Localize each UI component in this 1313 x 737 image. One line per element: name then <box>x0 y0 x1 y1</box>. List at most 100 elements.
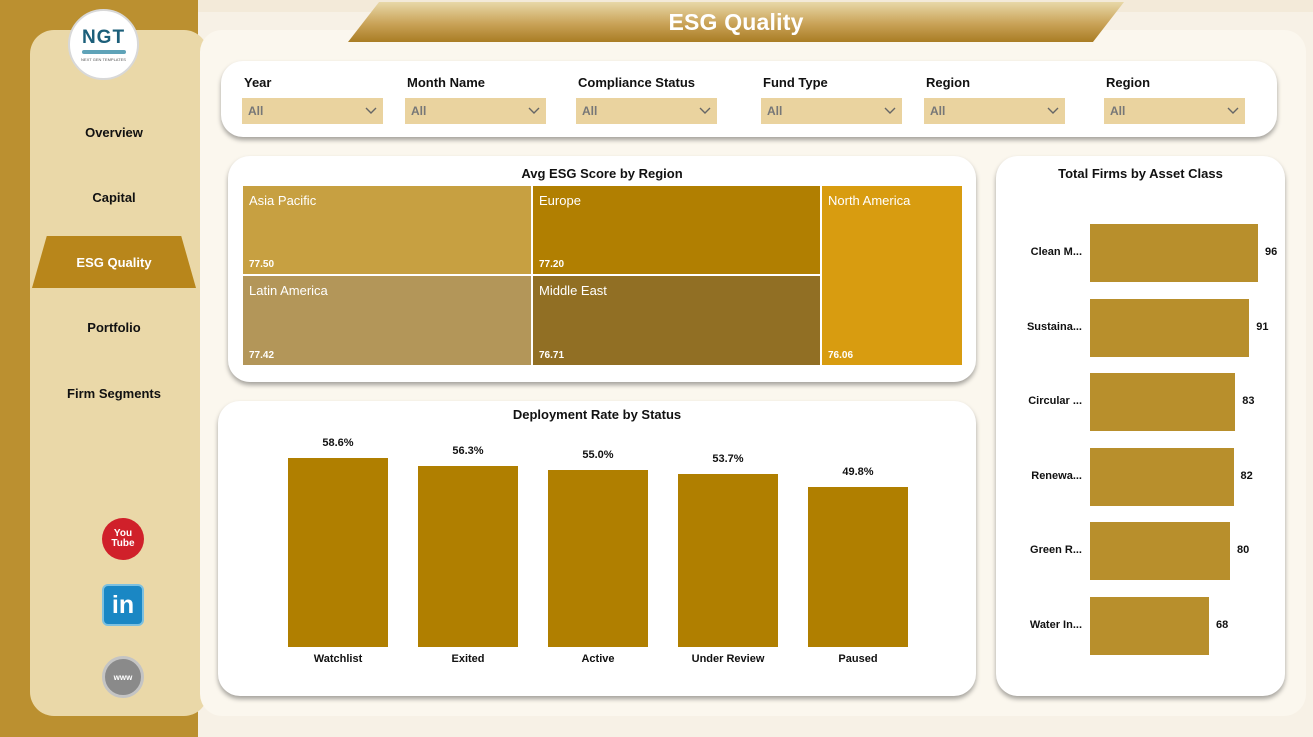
treemap-title: Avg ESG Score by Region <box>521 166 683 181</box>
tile-value: 77.50 <box>249 259 275 270</box>
chevron-down-icon <box>365 107 377 114</box>
asset-class-bar[interactable] <box>1090 373 1236 432</box>
chevron-down-icon <box>884 107 896 114</box>
logo-swoosh <box>81 50 126 54</box>
asset-class-bar-value: 91 <box>1256 320 1269 333</box>
deployment-category-label: Watchlist <box>313 653 363 665</box>
tile-value: 77.42 <box>249 350 275 361</box>
asset-class-bar[interactable] <box>1090 224 1258 282</box>
filter-dropdown[interactable]: All <box>242 98 383 124</box>
nav-item-label: Portfolio <box>87 319 141 335</box>
asset-class-bar-value: 83 <box>1242 395 1255 408</box>
youtube-you: You <box>113 528 133 539</box>
asset-class-bar[interactable] <box>1090 447 1234 506</box>
chevron-down-icon <box>1227 107 1239 114</box>
treemap-tile[interactable]: Asia Pacific 77.50 <box>243 186 531 274</box>
asset-class-category-label: Green R... <box>1030 544 1082 557</box>
deployment-bar-value: 58.6% <box>322 437 354 450</box>
filter-bar: Year All Month Name All Compliance Statu… <box>221 61 1277 137</box>
globe-glyph: www <box>113 672 133 682</box>
nav-item-capital[interactable]: Capital <box>30 171 198 223</box>
logo-brand: NGT <box>81 27 126 48</box>
dropdown-value: All <box>767 104 783 118</box>
asset-class-category-label: Circular ... <box>1028 395 1082 408</box>
filter-dropdown[interactable]: All <box>761 98 902 124</box>
nav-item-label: ESG Quality <box>76 254 152 270</box>
deployment-bar[interactable] <box>548 469 648 647</box>
deployment-category-label: Exited <box>451 653 485 665</box>
filter-dropdown[interactable]: All <box>576 98 717 124</box>
deployment-bar-value: 55.0% <box>582 448 614 461</box>
linkedin-icon[interactable]: in <box>102 584 144 626</box>
chevron-down-icon <box>1047 107 1059 114</box>
asset-class-card: Total Firms by Asset Class Clean M... 96 S… <box>996 156 1285 696</box>
dropdown-value: All <box>582 104 598 118</box>
treemap-tile[interactable]: North America 76.06 <box>822 186 962 365</box>
filter-label: Month Name <box>407 75 485 90</box>
globe-icon[interactable]: www <box>102 656 144 698</box>
tile-value: 76.71 <box>539 350 565 361</box>
nav-item-label: Firm Segments <box>67 385 161 401</box>
treemap-tile[interactable]: Middle East 76.71 <box>533 276 820 365</box>
title-banner: ESG Quality <box>348 2 1124 42</box>
deployment-category-label: Under Review <box>691 653 765 665</box>
treemap-tile[interactable]: Latin America 77.42 <box>243 276 531 365</box>
logo[interactable]: NGT NEXT GEN TEMPLATES <box>68 9 139 80</box>
dropdown-value: All <box>248 104 264 118</box>
asset-class-category-label: Renewa... <box>1031 469 1082 482</box>
dropdown-value: All <box>1110 104 1126 118</box>
asset-class-bar[interactable] <box>1090 597 1209 655</box>
deployment-category-label: Paused <box>838 653 878 665</box>
nav-item-overview[interactable]: Overview <box>30 106 198 158</box>
asset-class-bar-value: 82 <box>1240 469 1253 482</box>
deployment-card: Deployment Rate by Status 58.6% Watchlist… <box>218 401 976 696</box>
youtube-icon[interactable]: You Tube <box>102 518 144 560</box>
tile-value: 76.06 <box>828 350 854 361</box>
filter-label: Year <box>244 75 272 90</box>
linkedin-glyph: in <box>111 590 135 619</box>
nav-item-esg-quality[interactable]: ESG Quality <box>32 236 196 288</box>
chevron-down-icon <box>699 107 711 114</box>
asset-class-title: Total Firms by Asset Class <box>1058 166 1223 181</box>
deployment-title: Deployment Rate by Status <box>512 407 682 422</box>
tile-name: Middle East <box>539 283 607 298</box>
deployment-bar[interactable] <box>678 474 778 647</box>
asset-class-category-label: Water In... <box>1029 619 1082 631</box>
nav-item-label: Capital <box>92 189 136 205</box>
treemap-tile[interactable]: Europe 77.20 <box>533 186 820 274</box>
asset-class-category-label: Clean M... <box>1030 246 1082 258</box>
asset-class-bar[interactable] <box>1090 298 1250 357</box>
logo-tagline: NEXT GEN TEMPLATES <box>81 57 126 62</box>
asset-class-bar-value: 68 <box>1216 619 1229 631</box>
youtube-tube: Tube <box>111 538 135 549</box>
page-title: ESG Quality <box>668 8 804 35</box>
tile-name: North America <box>828 193 911 208</box>
deployment-category-label: Active <box>581 653 615 665</box>
filter-dropdown[interactable]: All <box>405 98 546 124</box>
nav-item-portfolio[interactable]: Portfolio <box>30 301 198 353</box>
asset-class-bar-value: 80 <box>1237 544 1250 557</box>
tile-value: 77.20 <box>539 259 565 270</box>
asset-class-bar-value: 96 <box>1265 246 1278 258</box>
deployment-bar[interactable] <box>808 486 908 647</box>
filter-dropdown[interactable]: All <box>1104 98 1245 124</box>
filter-label: Region <box>926 75 971 90</box>
nav-item-label: Overview <box>85 124 143 140</box>
deployment-bar-value: 56.3% <box>452 444 484 457</box>
dropdown-value: All <box>930 104 946 118</box>
deployment-bar-value: 49.8% <box>842 465 874 478</box>
deployment-bar[interactable] <box>288 458 388 647</box>
asset-class-bar[interactable] <box>1090 522 1230 581</box>
deployment-bar[interactable] <box>418 465 518 647</box>
treemap-card: Avg ESG Score by Region Asia Pacific 77.… <box>228 156 976 382</box>
asset-class-chart: Clean M... 96 Sustaina... 91 Circular ... 83 R… <box>996 156 1285 696</box>
filter-label: Region <box>1106 75 1151 90</box>
tile-name: Europe <box>539 193 581 208</box>
nav-item-firm-segments[interactable]: Firm Segments <box>30 367 198 419</box>
filter-dropdown[interactable]: All <box>924 98 1065 124</box>
deployment-bar-value: 53.7% <box>712 453 744 466</box>
deployment-chart: 58.6% Watchlist 56.3% Exited 55.0% Active 53.7… <box>218 401 976 696</box>
tile-name: Latin America <box>249 283 328 298</box>
filter-label: Compliance Status <box>578 75 696 90</box>
filter-label: Fund Type <box>763 75 828 90</box>
